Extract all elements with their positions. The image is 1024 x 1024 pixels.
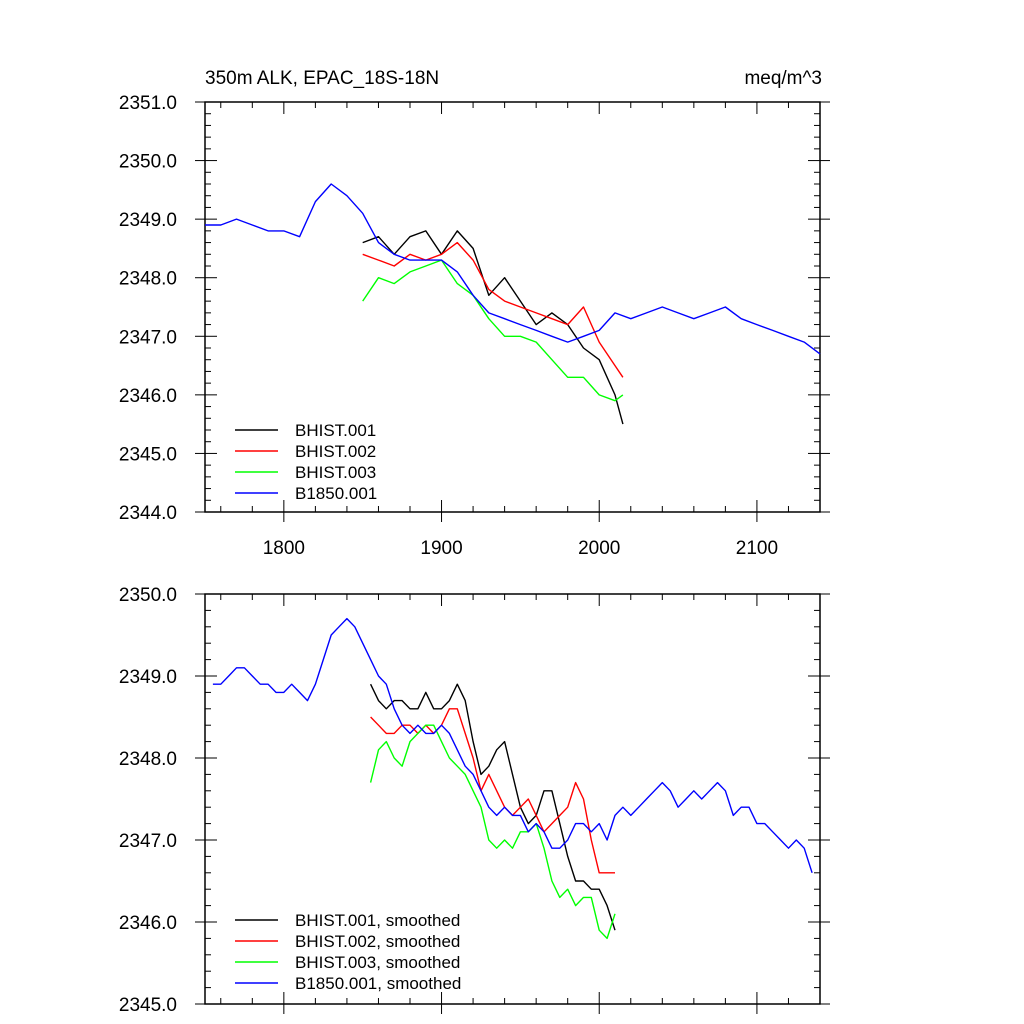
bottom-series-line-0 — [369, 683, 616, 931]
bottom-y-tick-label: 2346.0 — [119, 913, 177, 934]
bottom-legend-label: BHIST.001, smoothed — [295, 911, 460, 930]
top-axes: 1800 1900 2000 2100 2344.0 2345.0 2346.0 2347.0… — [119, 93, 830, 559]
top-x-tick-label: 1900 — [420, 538, 462, 559]
top-x-tick-label: 2100 — [736, 538, 778, 559]
bottom-series-line-3 — [212, 617, 813, 874]
top-y-tick-label: 2349.0 — [119, 210, 177, 231]
top-legend-label: BHIST.001 — [295, 421, 376, 440]
top-y-tick-label: 2351.0 — [119, 93, 177, 114]
top-panel: 350m ALK, EPAC_18S-18N meq/m^3 1800 1900 2… — [119, 68, 830, 559]
top-legend: BHIST.001 BHIST.002 BHIST.003 B1850.001 — [235, 421, 377, 503]
chart-units: meq/m^3 — [744, 68, 822, 89]
top-series-line-1 — [362, 241, 624, 378]
bottom-y-tick-label: 2345.0 — [119, 995, 177, 1016]
top-y-tick-label: 2350.0 — [119, 152, 177, 173]
top-y-tick-label: 2347.0 — [119, 327, 177, 348]
bottom-series-line-2 — [369, 724, 616, 940]
top-y-tick-label: 2344.0 — [119, 503, 177, 524]
bottom-y-tick-label: 2350.0 — [119, 585, 177, 606]
bottom-panel: 2345.0 2346.0 2347.0 2348.0 2349.0 2350.0 BHI… — [119, 585, 830, 1016]
top-y-tick-label: 2348.0 — [119, 269, 177, 290]
bottom-y-tick-label: 2349.0 — [119, 667, 177, 688]
bottom-y-tick-label: 2347.0 — [119, 831, 177, 852]
top-x-tick-label: 1800 — [263, 538, 305, 559]
bottom-series-group — [212, 617, 813, 940]
top-y-tick-label: 2345.0 — [119, 444, 177, 465]
bottom-y-tick-label: 2348.0 — [119, 749, 177, 770]
top-x-tick-label: 2000 — [578, 538, 620, 559]
top-series-line-3 — [205, 183, 821, 355]
top-legend-label: B1850.001 — [295, 484, 377, 503]
top-series-group — [205, 183, 821, 425]
top-series-line-0 — [362, 230, 624, 425]
bottom-legend: BHIST.001, smoothed BHIST.002, smoothed BH… — [235, 911, 461, 993]
bottom-axes: 2345.0 2346.0 2347.0 2348.0 2349.0 2350.0 — [119, 585, 830, 1016]
bottom-series-line-1 — [370, 708, 615, 874]
top-legend-label: BHIST.003 — [295, 463, 376, 482]
top-plot-frame — [204, 101, 821, 513]
top-series-line-2 — [362, 259, 624, 402]
chart-title: 350m ALK, EPAC_18S-18N — [205, 68, 439, 89]
bottom-plot-frame — [204, 593, 821, 1005]
bottom-legend-label: BHIST.003, smoothed — [295, 953, 460, 972]
bottom-legend-label: BHIST.002, smoothed — [295, 932, 460, 951]
top-legend-label: BHIST.002 — [295, 442, 376, 461]
bottom-legend-label: B1850.001, smoothed — [295, 974, 461, 993]
top-y-tick-label: 2346.0 — [119, 386, 177, 407]
